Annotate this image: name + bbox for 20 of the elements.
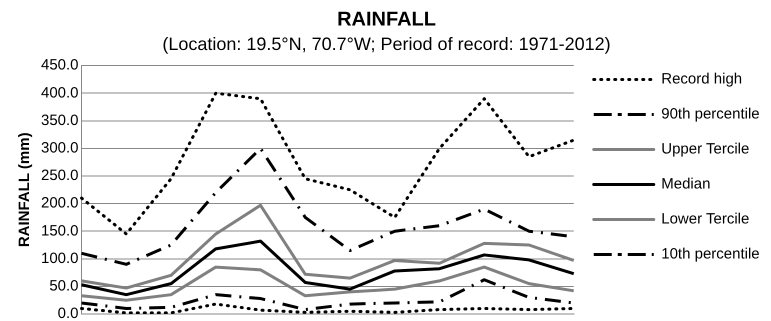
legend-label: Record high (661, 70, 742, 88)
y-axis-title: RAINFALL (mm) (16, 132, 34, 248)
y-tick-label: 450.0 (40, 56, 79, 74)
y-tick-label: 0.0 (58, 305, 79, 321)
legend-label: 90th percentile (661, 106, 760, 123)
y-tick-label: 50.0 (49, 278, 79, 295)
legend-label: Median (661, 176, 710, 193)
y-tick-label: 400.0 (40, 84, 79, 102)
chart-title: RAINFALL (337, 8, 436, 31)
y-tick-label: 150.0 (40, 222, 79, 240)
chart-subtitle: (Location: 19.5°N, 70.7°W; Period of record: 1971-2012) (162, 34, 611, 54)
legend-label: 10th percentile (661, 246, 760, 263)
y-tick-label: 300.0 (40, 140, 79, 157)
y-tick-label: 100.0 (40, 250, 79, 267)
y-tick-label: 200.0 (40, 194, 79, 212)
line-series (80, 92, 576, 236)
y-tick-label: 250.0 (40, 167, 79, 184)
y-tick-label: 350.0 (40, 112, 79, 129)
legend-label: Lower Tercile (661, 210, 750, 228)
legend-label: Upper Tercile (661, 140, 750, 158)
